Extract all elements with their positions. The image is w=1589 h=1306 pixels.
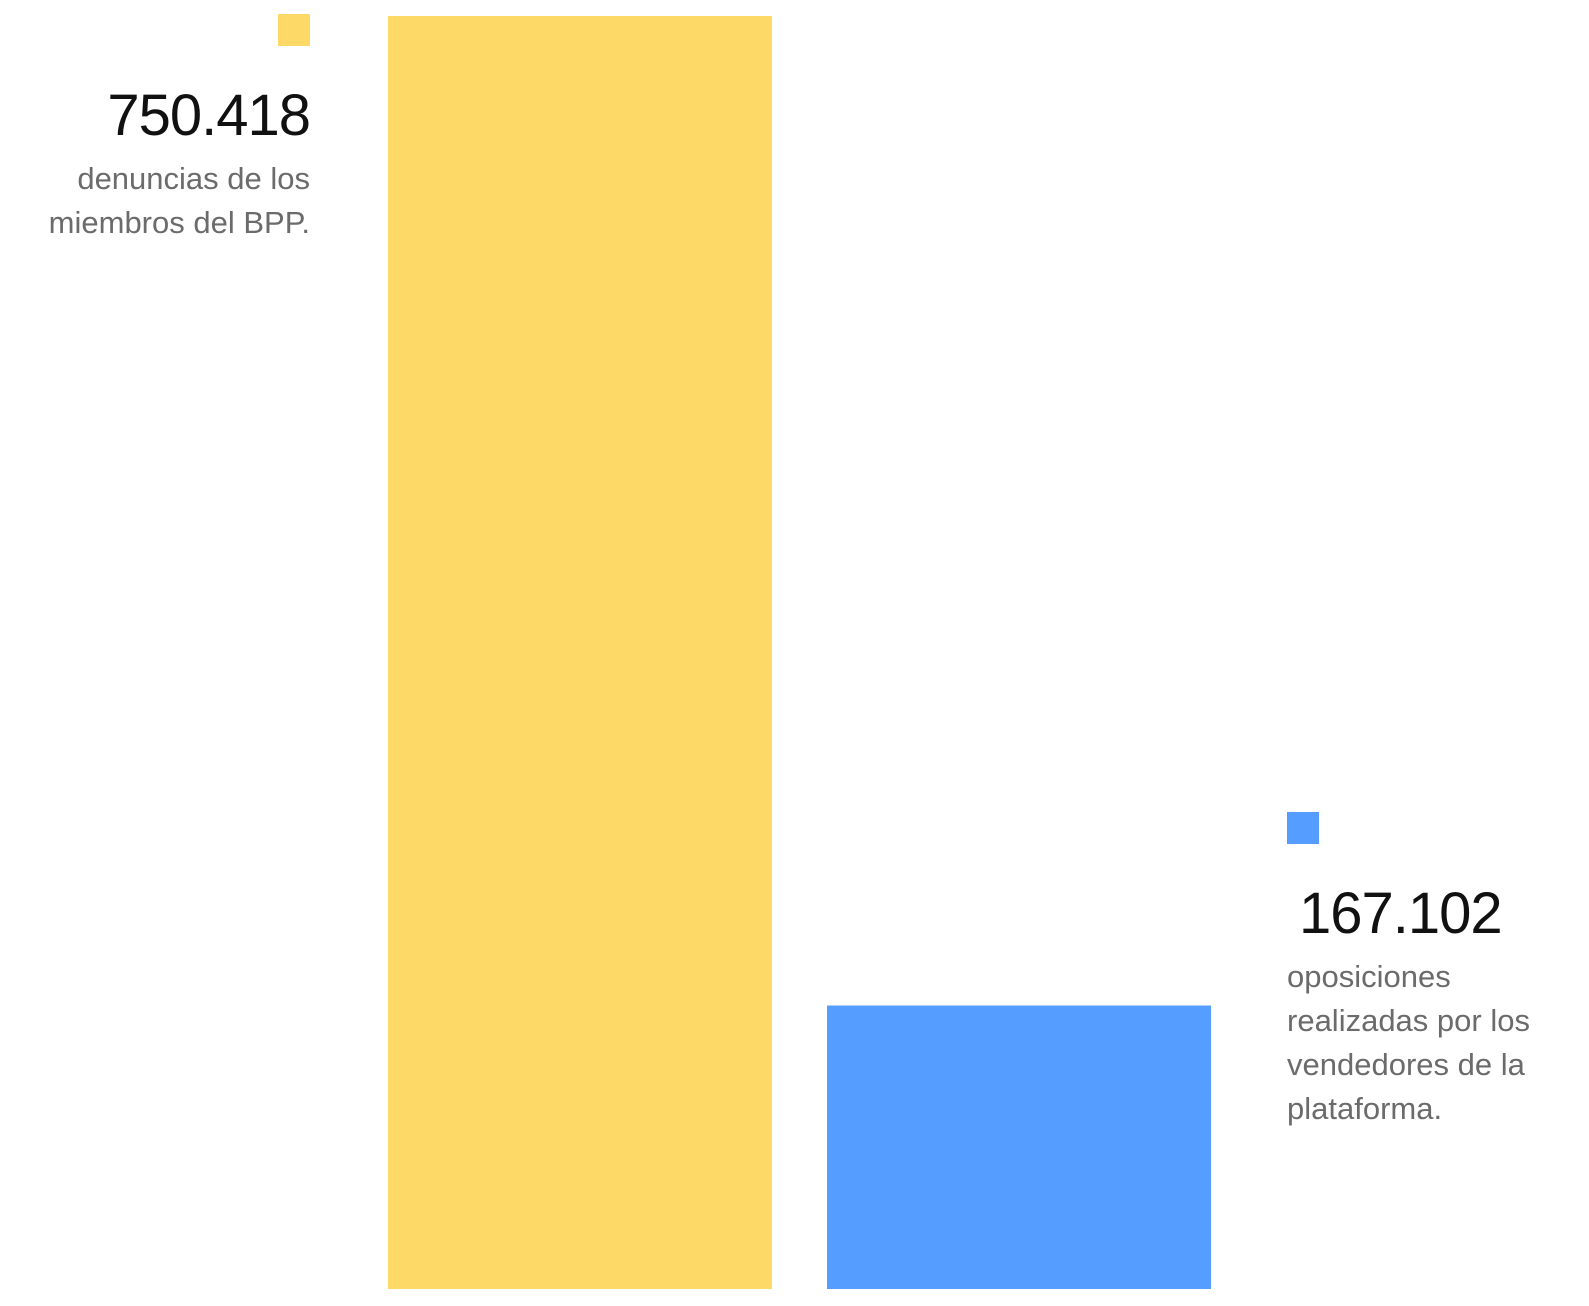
value-label-denuncias: 750.418 xyxy=(107,83,311,148)
value-label-oposiciones: 167.102 xyxy=(1299,881,1503,946)
description-oposiciones: oposiciones realizadas por los vendedore… xyxy=(1287,959,1530,1126)
description-denuncias: denuncias de los miembros del BPP. xyxy=(48,161,310,240)
bar-denuncias xyxy=(388,16,772,1289)
bar-oposiciones xyxy=(827,1005,1211,1289)
callout-denuncias: 750.418 denuncias de los miembros del BP… xyxy=(10,14,311,245)
callout-oposiciones: 167.102 oposiciones realizadas por los v… xyxy=(1287,812,1587,1131)
legend-swatch-denuncias xyxy=(278,14,310,46)
legend-swatch-oposiciones xyxy=(1287,812,1319,844)
